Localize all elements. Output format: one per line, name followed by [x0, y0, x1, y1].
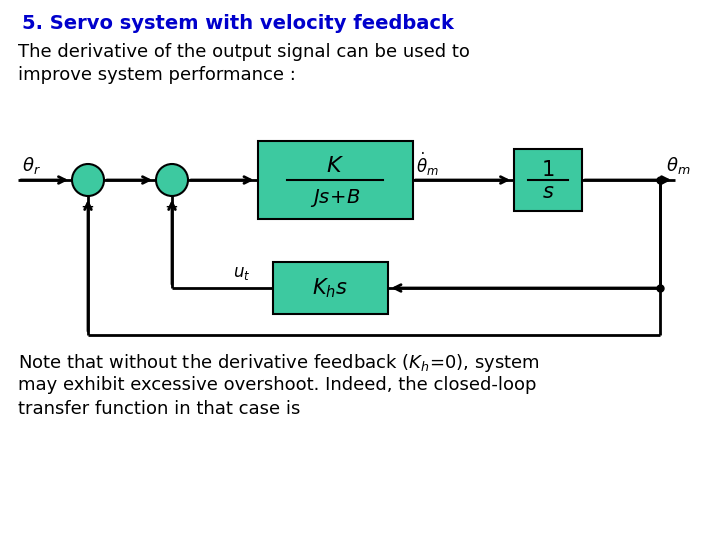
Text: $\theta_r$: $\theta_r$: [22, 155, 41, 176]
Text: Note that without the derivative feedback ($K_h$=0), system: Note that without the derivative feedbac…: [18, 352, 539, 374]
Text: $K$: $K$: [326, 155, 344, 177]
Text: $K_h s$: $K_h s$: [312, 276, 348, 300]
FancyBboxPatch shape: [272, 262, 387, 314]
Text: $-$: $-$: [164, 197, 178, 215]
Text: The derivative of the output signal can be used to: The derivative of the output signal can …: [18, 43, 470, 61]
Text: $Js\!+\!B$: $Js\!+\!B$: [310, 187, 361, 209]
Text: $s$: $s$: [541, 183, 554, 201]
Text: 5. Servo system with velocity feedback: 5. Servo system with velocity feedback: [22, 14, 454, 33]
FancyBboxPatch shape: [258, 141, 413, 219]
Text: $-$: $-$: [80, 197, 94, 215]
Text: improve system performance :: improve system performance :: [18, 66, 296, 84]
Circle shape: [156, 164, 188, 196]
Text: $\theta_m$: $\theta_m$: [666, 155, 690, 176]
Text: transfer function in that case is: transfer function in that case is: [18, 400, 300, 418]
FancyBboxPatch shape: [514, 149, 582, 211]
Text: may exhibit excessive overshoot. Indeed, the closed-loop: may exhibit excessive overshoot. Indeed,…: [18, 376, 536, 394]
Text: $\dot{\theta}_m$: $\dot{\theta}_m$: [416, 151, 439, 178]
Text: $u_t$: $u_t$: [233, 265, 251, 282]
Circle shape: [72, 164, 104, 196]
Text: $1$: $1$: [541, 160, 554, 180]
